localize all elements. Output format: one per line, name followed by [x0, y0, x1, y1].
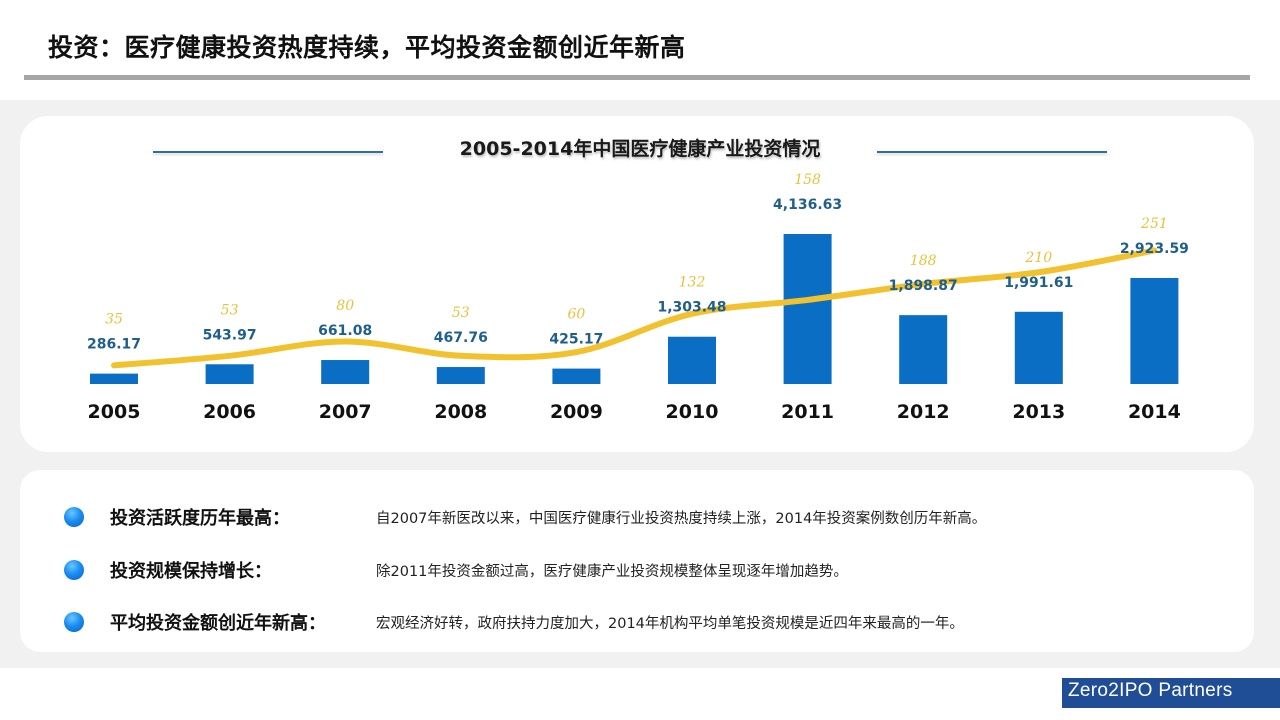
- summary-heading: 平均投资金额创近年新高：: [110, 613, 326, 634]
- line-value-label: 132: [679, 275, 706, 291]
- x-tick-label: 2012: [897, 401, 950, 423]
- bar: [436, 367, 485, 384]
- x-tick-label: 2008: [434, 401, 487, 423]
- x-tick-label: 2010: [666, 401, 719, 423]
- brand-logo-box: [1062, 678, 1280, 708]
- bar-value-label: 467.76: [434, 330, 488, 346]
- x-tick-label: 2005: [88, 401, 141, 423]
- bullet-icon: [64, 560, 84, 580]
- summary-heading: 投资活跃度历年最高：: [110, 508, 290, 529]
- bar-value-label: 1,898.87: [889, 278, 958, 294]
- investment-chart: 286.17 35 543.97 53 661.08 80 467.76 53 425.17 60…: [87, 172, 1189, 423]
- line-value-label: 158: [794, 172, 821, 188]
- x-tick-label: 2009: [550, 401, 603, 423]
- summary-item: 平均投资金额创近年新高： 宏观经济好转，政府扶持力度加大，2014年机构平均单笔…: [64, 607, 964, 637]
- summary-text: 宏观经济好转，政府扶持力度加大，2014年机构平均单笔投资规模是近四年来最高的一…: [376, 615, 964, 632]
- bullet-icon: [64, 612, 84, 632]
- line-value-label: 210: [1024, 250, 1052, 266]
- line-value-label: 188: [910, 253, 937, 269]
- summary-item: 投资活跃度历年最高： 自2007年新医改以来，中国医疗健康行业投资热度持续上涨，…: [64, 502, 986, 532]
- bar-value-label: 425.17: [549, 332, 603, 348]
- line-value-label: 60: [567, 307, 585, 323]
- summary-text: 除2011年投资金额过高，医疗健康产业投资规模整体呈现逐年增加趋势。: [376, 563, 848, 580]
- x-tick-label: 2013: [1012, 401, 1065, 423]
- summary-item: 投资规模保持增长： 除2011年投资金额过高，医疗健康产业投资规模整体呈现逐年增…: [64, 555, 848, 585]
- x-axis-ticks: 2005 2006 2007 2008 2009 2010 2011 2012 2013 2014: [88, 401, 1181, 423]
- bar-value-label: 1,303.48: [657, 300, 726, 316]
- x-tick-label: 2011: [781, 401, 834, 423]
- bar-value-label: 286.17: [87, 337, 141, 353]
- line-value-label: 35: [105, 312, 123, 328]
- bar: [783, 234, 832, 384]
- x-tick-label: 2014: [1128, 401, 1181, 423]
- page-title: 投资：医疗健康投资热度持续，平均投资金额创近年新高: [48, 33, 686, 62]
- chart-title: 2005-2014年中国医疗健康产业投资情况: [459, 138, 821, 160]
- summary-card: [20, 470, 1254, 652]
- line-value-label: 53: [452, 305, 470, 321]
- chart-title-left-rule: [153, 151, 383, 153]
- x-tick-label: 2007: [319, 401, 372, 423]
- bar-value-label: 4,136.63: [773, 197, 842, 213]
- summary-text: 自2007年新医改以来，中国医疗健康行业投资热度持续上涨，2014年投资案例数创…: [376, 510, 987, 527]
- bar: [1130, 277, 1179, 384]
- brand-logo: Zero2IPO Partners: [1068, 680, 1233, 701]
- line-series: [111, 247, 1158, 369]
- line-value-label: 80: [336, 298, 354, 314]
- title-divider: [24, 75, 1250, 80]
- bar: [321, 360, 370, 384]
- chart-title-right-rule: [877, 151, 1107, 153]
- chart-card: [20, 116, 1254, 452]
- bar-series: [90, 234, 1179, 384]
- case-count-line: [111, 247, 1158, 369]
- bar: [205, 364, 254, 384]
- bar-value-label: 1,991.61: [1004, 275, 1073, 291]
- summary-heading: 投资规模保持增长：: [110, 561, 272, 582]
- x-tick-label: 2006: [203, 401, 256, 423]
- line-value-label: 53: [221, 302, 239, 318]
- bar-value-label: 543.97: [203, 327, 257, 343]
- bar: [668, 336, 716, 384]
- data-labels: 286.17 35 543.97 53 661.08 80 467.76 53 425.17 60…: [87, 172, 1189, 353]
- bar: [552, 368, 601, 384]
- bar: [899, 315, 948, 384]
- bar-value-label: 2,923.59: [1120, 241, 1189, 257]
- bar: [90, 373, 138, 384]
- bullet-icon: [64, 507, 84, 527]
- bar-value-label: 661.08: [318, 323, 372, 339]
- line-value-label: 251: [1140, 216, 1168, 232]
- bar: [1014, 311, 1063, 384]
